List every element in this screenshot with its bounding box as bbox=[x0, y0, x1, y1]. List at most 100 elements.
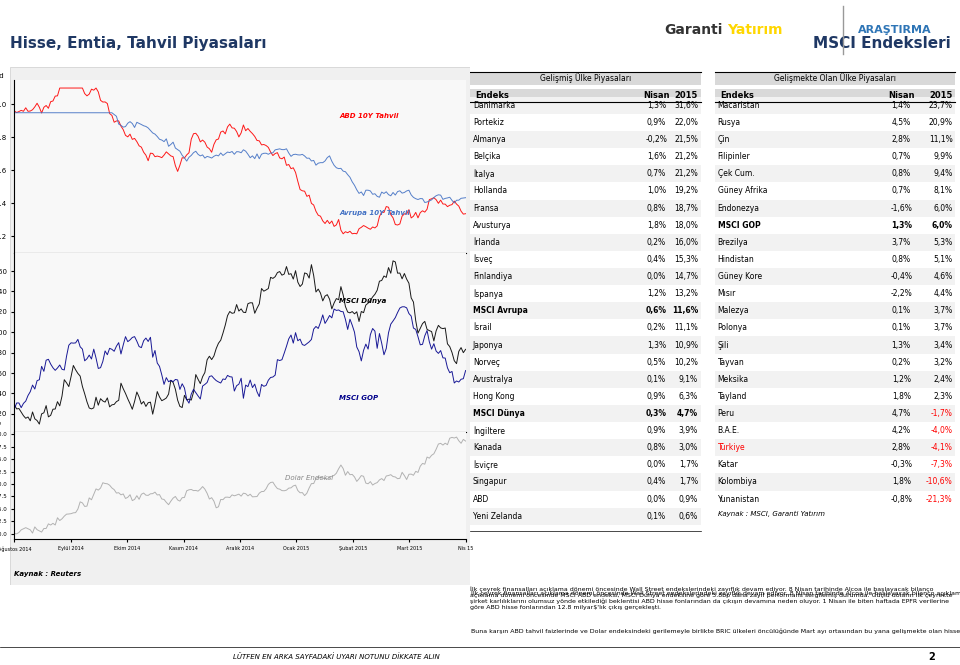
Text: Avrupa 10Y Tahvil: Avrupa 10Y Tahvil bbox=[339, 209, 410, 215]
Text: İlk çeyrek finansalları açıklama dönemi öncesinde Wall Street endekslerindeki za: İlk çeyrek finansalları açıklama dönemi … bbox=[470, 587, 953, 610]
Text: 4,7%: 4,7% bbox=[677, 409, 698, 418]
Text: Singapur: Singapur bbox=[473, 477, 507, 487]
Bar bbox=[715, 405, 955, 422]
Text: Endonezya: Endonezya bbox=[718, 203, 759, 213]
Bar bbox=[715, 439, 955, 456]
Text: 0,1%: 0,1% bbox=[647, 375, 666, 384]
Text: 2,8%: 2,8% bbox=[892, 444, 911, 452]
Text: 9,1%: 9,1% bbox=[679, 375, 698, 384]
Text: Yield: Yield bbox=[0, 73, 4, 79]
Bar bbox=[715, 473, 955, 491]
Text: MSCI GOP: MSCI GOP bbox=[718, 221, 760, 229]
Text: Mısır: Mısır bbox=[718, 289, 736, 298]
Text: Danimarka: Danimarka bbox=[473, 101, 516, 110]
Bar bbox=[470, 200, 701, 217]
Text: Avustralya: Avustralya bbox=[473, 375, 514, 384]
Text: ABD 10Y Tahvil: ABD 10Y Tahvil bbox=[339, 113, 398, 119]
Text: Yunanistan: Yunanistan bbox=[718, 495, 759, 503]
Text: Buna karşın ABD tahvil faizlerinde ve Dolar endeksindeki gerilemeyle birlikte BR: Buna karşın ABD tahvil faizlerinde ve Do… bbox=[470, 628, 960, 634]
Bar bbox=[715, 268, 955, 285]
Bar bbox=[470, 473, 701, 491]
Bar bbox=[715, 336, 955, 354]
Text: 0,9%: 0,9% bbox=[647, 392, 666, 401]
Text: Norveç: Norveç bbox=[473, 358, 500, 366]
Bar bbox=[470, 89, 701, 101]
Text: 1,2%: 1,2% bbox=[892, 375, 911, 384]
Text: 0,4%: 0,4% bbox=[647, 255, 666, 264]
Text: 0,3%: 0,3% bbox=[646, 409, 667, 418]
Text: 0,6%: 0,6% bbox=[646, 307, 667, 315]
Text: 0,2%: 0,2% bbox=[647, 323, 666, 332]
Text: 0,9%: 0,9% bbox=[647, 118, 666, 127]
Text: 0,9%: 0,9% bbox=[647, 426, 666, 435]
Text: Polonya: Polonya bbox=[718, 323, 748, 332]
Text: 4,4%: 4,4% bbox=[933, 289, 952, 298]
Text: İsviçre: İsviçre bbox=[473, 460, 497, 469]
Text: MSCI Endeksleri: MSCI Endeksleri bbox=[813, 36, 950, 51]
Bar bbox=[715, 234, 955, 251]
Text: Malezya: Malezya bbox=[718, 307, 749, 315]
Text: 3,7%: 3,7% bbox=[933, 307, 952, 315]
Bar bbox=[470, 439, 701, 456]
Text: -0,3%: -0,3% bbox=[890, 460, 912, 469]
Text: Japonya: Japonya bbox=[473, 340, 503, 350]
Text: 21,5%: 21,5% bbox=[674, 135, 698, 144]
FancyBboxPatch shape bbox=[10, 66, 470, 585]
Text: Yeni Zelanda: Yeni Zelanda bbox=[473, 511, 522, 521]
Text: İspanya: İspanya bbox=[473, 289, 503, 299]
Text: 6,0%: 6,0% bbox=[933, 203, 952, 213]
Text: 4,2%: 4,2% bbox=[892, 426, 911, 435]
Text: LÜTFEN EN ARKA SAYFADAKİ UYARI NOTUNU DİKKATE ALIN: LÜTFEN EN ARKA SAYFADAKİ UYARI NOTUNU Dİ… bbox=[232, 654, 440, 660]
Text: MSCI Dünya: MSCI Dünya bbox=[473, 409, 525, 418]
Text: 18,0%: 18,0% bbox=[674, 221, 698, 229]
Text: 10,9%: 10,9% bbox=[674, 340, 698, 350]
Text: Endeks: Endeks bbox=[475, 90, 509, 100]
Text: 6,0%: 6,0% bbox=[931, 221, 952, 229]
Text: 22,0%: 22,0% bbox=[674, 118, 698, 127]
Bar bbox=[470, 234, 701, 251]
Text: 1,8%: 1,8% bbox=[647, 221, 666, 229]
Text: 0,1%: 0,1% bbox=[892, 323, 911, 332]
Text: Nisan: Nisan bbox=[888, 90, 915, 100]
Text: 0,0%: 0,0% bbox=[647, 460, 666, 469]
Bar bbox=[470, 97, 701, 114]
Text: Çek Cum.: Çek Cum. bbox=[718, 170, 755, 178]
Text: 1,3%: 1,3% bbox=[647, 101, 666, 110]
Text: 3,9%: 3,9% bbox=[679, 426, 698, 435]
Text: Garanti: Garanti bbox=[664, 23, 722, 37]
Text: 6,3%: 6,3% bbox=[679, 392, 698, 401]
Text: Fransa: Fransa bbox=[473, 203, 498, 213]
Text: 2015: 2015 bbox=[675, 90, 698, 100]
Text: -4,1%: -4,1% bbox=[931, 444, 952, 452]
Text: 1,3%: 1,3% bbox=[892, 340, 911, 350]
Text: Avusturya: Avusturya bbox=[473, 221, 512, 229]
Text: 4,5%: 4,5% bbox=[892, 118, 911, 127]
Text: Kaynak : Reuters: Kaynak : Reuters bbox=[14, 571, 82, 577]
Text: 1,6%: 1,6% bbox=[647, 152, 666, 161]
Text: MSCI Avrupa: MSCI Avrupa bbox=[473, 307, 528, 315]
Text: 2015: 2015 bbox=[929, 90, 952, 100]
Text: 20,9%: 20,9% bbox=[928, 118, 952, 127]
Text: 1,8%: 1,8% bbox=[892, 477, 911, 487]
Text: Gelişmekte Olan Ülke Piyasaları: Gelişmekte Olan Ülke Piyasaları bbox=[774, 73, 896, 83]
Text: Şili: Şili bbox=[718, 340, 730, 350]
Text: 14,7%: 14,7% bbox=[674, 272, 698, 281]
Text: Kolombiya: Kolombiya bbox=[718, 477, 757, 487]
Text: Tayvan: Tayvan bbox=[718, 358, 744, 366]
Text: 1,0%: 1,0% bbox=[647, 186, 666, 196]
Text: 19,2%: 19,2% bbox=[674, 186, 698, 196]
Text: Meksika: Meksika bbox=[718, 375, 749, 384]
Text: 4,7%: 4,7% bbox=[892, 409, 911, 418]
Text: İlk çeyrek finansalları açıklama dönemi öncesinde Wall Street endekslerindeki za: İlk çeyrek finansalları açıklama dönemi … bbox=[470, 591, 960, 597]
Text: -0,2%: -0,2% bbox=[645, 135, 667, 144]
Text: 18,7%: 18,7% bbox=[674, 203, 698, 213]
Text: Katar: Katar bbox=[718, 460, 738, 469]
Bar bbox=[715, 370, 955, 388]
Text: 3,2%: 3,2% bbox=[933, 358, 952, 366]
Text: Hong Kong: Hong Kong bbox=[473, 392, 515, 401]
Bar bbox=[470, 131, 701, 148]
Text: 0,8%: 0,8% bbox=[892, 170, 911, 178]
Text: 21,2%: 21,2% bbox=[674, 152, 698, 161]
Text: Dolar Endeksi: Dolar Endeksi bbox=[285, 475, 333, 481]
Text: Belçika: Belçika bbox=[473, 152, 500, 161]
